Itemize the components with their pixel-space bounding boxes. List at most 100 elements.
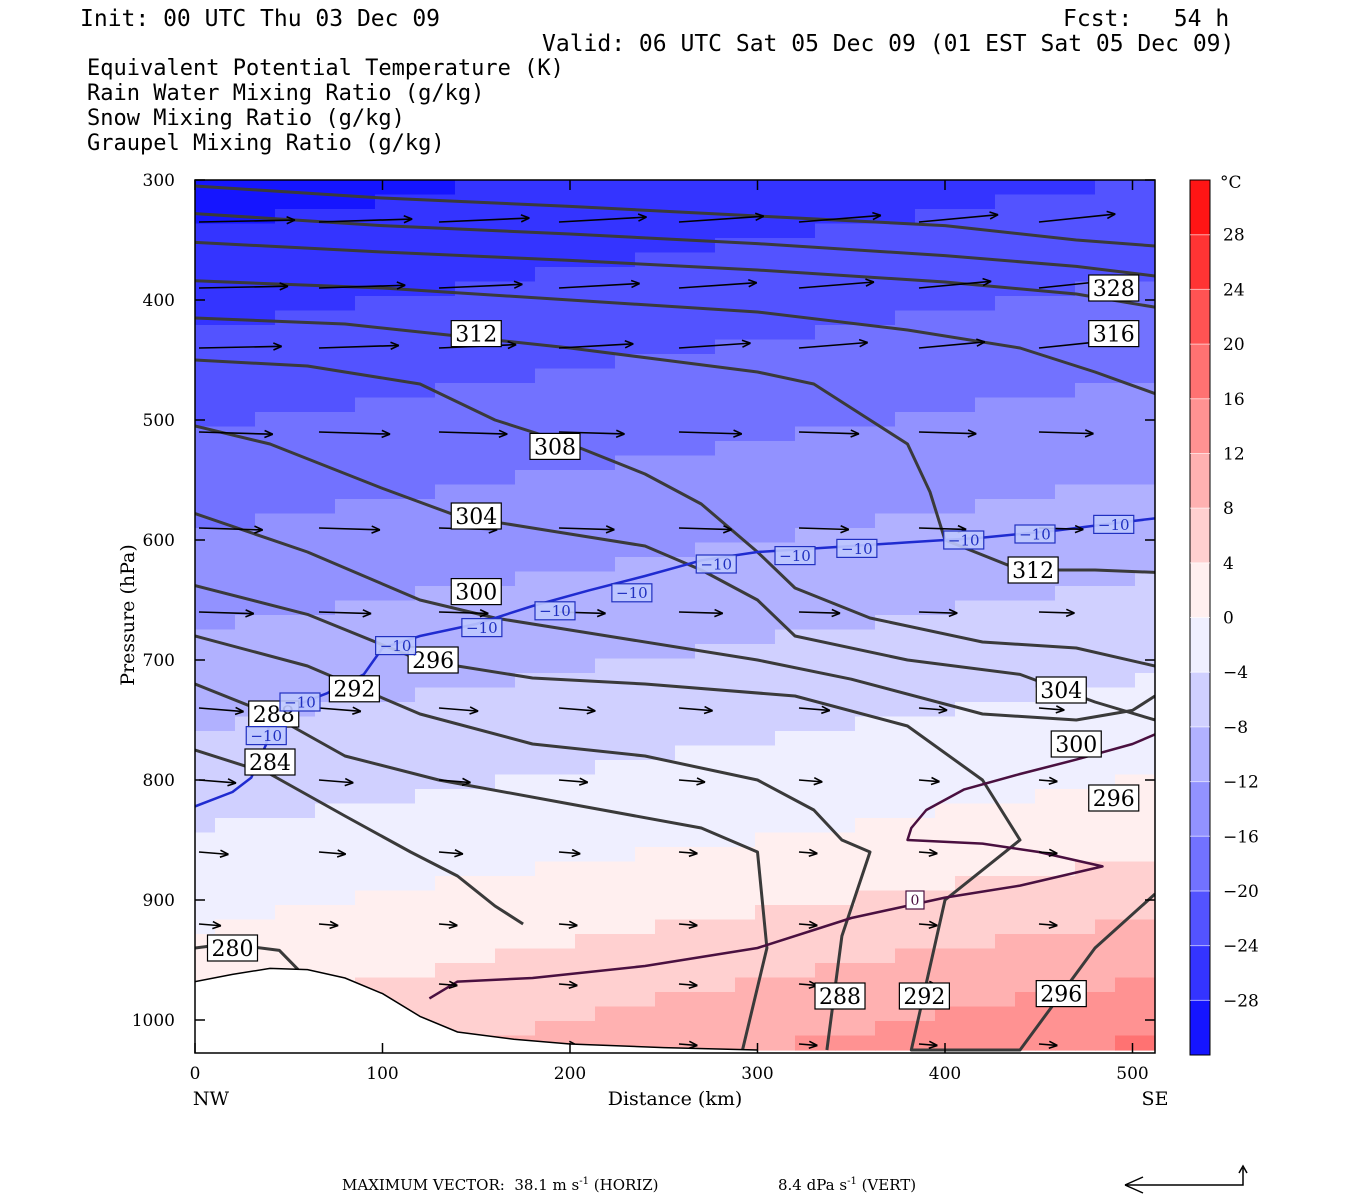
wind-vector [918,341,985,349]
temperature-cell [915,238,936,254]
theta-e-label-300-box [450,577,502,606]
temperature-cell [795,383,816,399]
temperature-cell [855,296,876,312]
temperature-cell [955,673,976,689]
temperature-cell [555,789,576,805]
temperature-cell [515,905,536,921]
temperature-cell [1135,992,1155,1008]
temperature-cell [815,658,836,674]
temperature-cell [915,528,936,544]
wind-vector-head [507,340,517,350]
max-horiz-exponent: -1 [579,1176,589,1187]
temperature-cell [555,513,576,529]
temperature-cell [555,368,576,384]
theta-e-label-312-text: 312 [1012,559,1054,584]
temperature-cell [435,267,456,283]
temperature-cell [375,861,396,877]
temperature-cell [235,194,256,210]
temperature-cell [1135,180,1155,196]
temperature-cell [875,542,896,558]
temperature-cell [1035,455,1056,471]
temperature-cell [235,658,256,674]
temperature-cell [295,615,316,631]
temperature-cell [815,571,836,587]
temperature-cell [1115,948,1136,964]
temperature-cell [395,238,416,254]
temperature-cell [955,977,976,993]
temperature-cell [755,832,776,848]
temperature-cell [495,484,516,500]
temperature-cell [915,296,936,312]
temperature-cell [475,354,496,370]
temperature-cell [675,600,696,616]
temperature-cell [775,281,796,297]
wind-vector-head [1048,776,1058,786]
temperature-cell [1035,484,1056,500]
temperature-cell [935,876,956,892]
colorbar-segment [1190,672,1210,728]
temperature-cell [555,629,576,645]
temperature-cell [335,963,356,979]
temperature-cell [355,484,376,500]
temperature-cell [675,847,696,863]
temperature-cell [515,354,536,370]
temperature-cell [415,977,436,993]
temperature-cell [615,760,636,776]
temperature-cell [1135,687,1155,703]
temperature-cell [295,803,316,819]
wind-vector-head [741,339,751,348]
temperature-cell [615,194,636,210]
wind-vector [438,923,458,927]
temperature-cell [595,542,616,558]
temperature-cell [415,673,436,689]
temperature-cell [415,339,436,355]
temperature-cell [835,194,856,210]
temperature-cell [915,571,936,587]
temperature-cell [1055,1021,1076,1037]
temperature-cell [315,774,336,790]
temperature-cell [895,789,916,805]
temperature-cell [1035,586,1056,602]
temperature-cell [255,368,276,384]
temperature-cell [795,325,816,341]
temperature-cell [375,397,396,413]
temperature-cell [955,600,976,616]
y-tick-label: 300 [143,171,175,191]
temperature-cell [915,644,936,660]
temperature-cell [895,238,916,254]
temperature-cell [955,325,976,341]
temperature-cell [335,760,356,776]
temperature-cell [195,919,216,935]
wind-vector [318,284,406,289]
temperature-cell [1035,499,1056,515]
temperature-cell [835,223,856,239]
temperature-cell [995,441,1016,457]
temperature-cell [1135,499,1155,515]
temperature-cell [895,542,916,558]
temperature-cell [375,180,396,196]
wind-vector-head [938,705,948,714]
temperature-cell [1015,252,1036,268]
temperature-cell [215,252,236,268]
isotherm-label-box [375,635,417,656]
temperature-cell [755,528,776,544]
temperature-cell [475,774,496,790]
temperature-cell [875,223,896,239]
temperature-cell [435,542,456,558]
temperature-cell [795,600,816,616]
temperature-cell [835,774,856,790]
temperature-cell [555,571,576,587]
temperature-cell [835,296,856,312]
temperature-cell [1095,919,1116,935]
temperature-cell [735,745,756,761]
temperature-cell [215,629,236,645]
temperature-cell [535,586,556,602]
isotherm-label-zero: 0 [905,890,925,910]
wind-vector [918,707,948,712]
temperature-cell [435,948,456,964]
temperature-cell [895,310,916,326]
temperature-cell [455,354,476,370]
temperature-cell [275,673,296,689]
temperature-cell [795,789,816,805]
temperature-cell [895,470,916,486]
